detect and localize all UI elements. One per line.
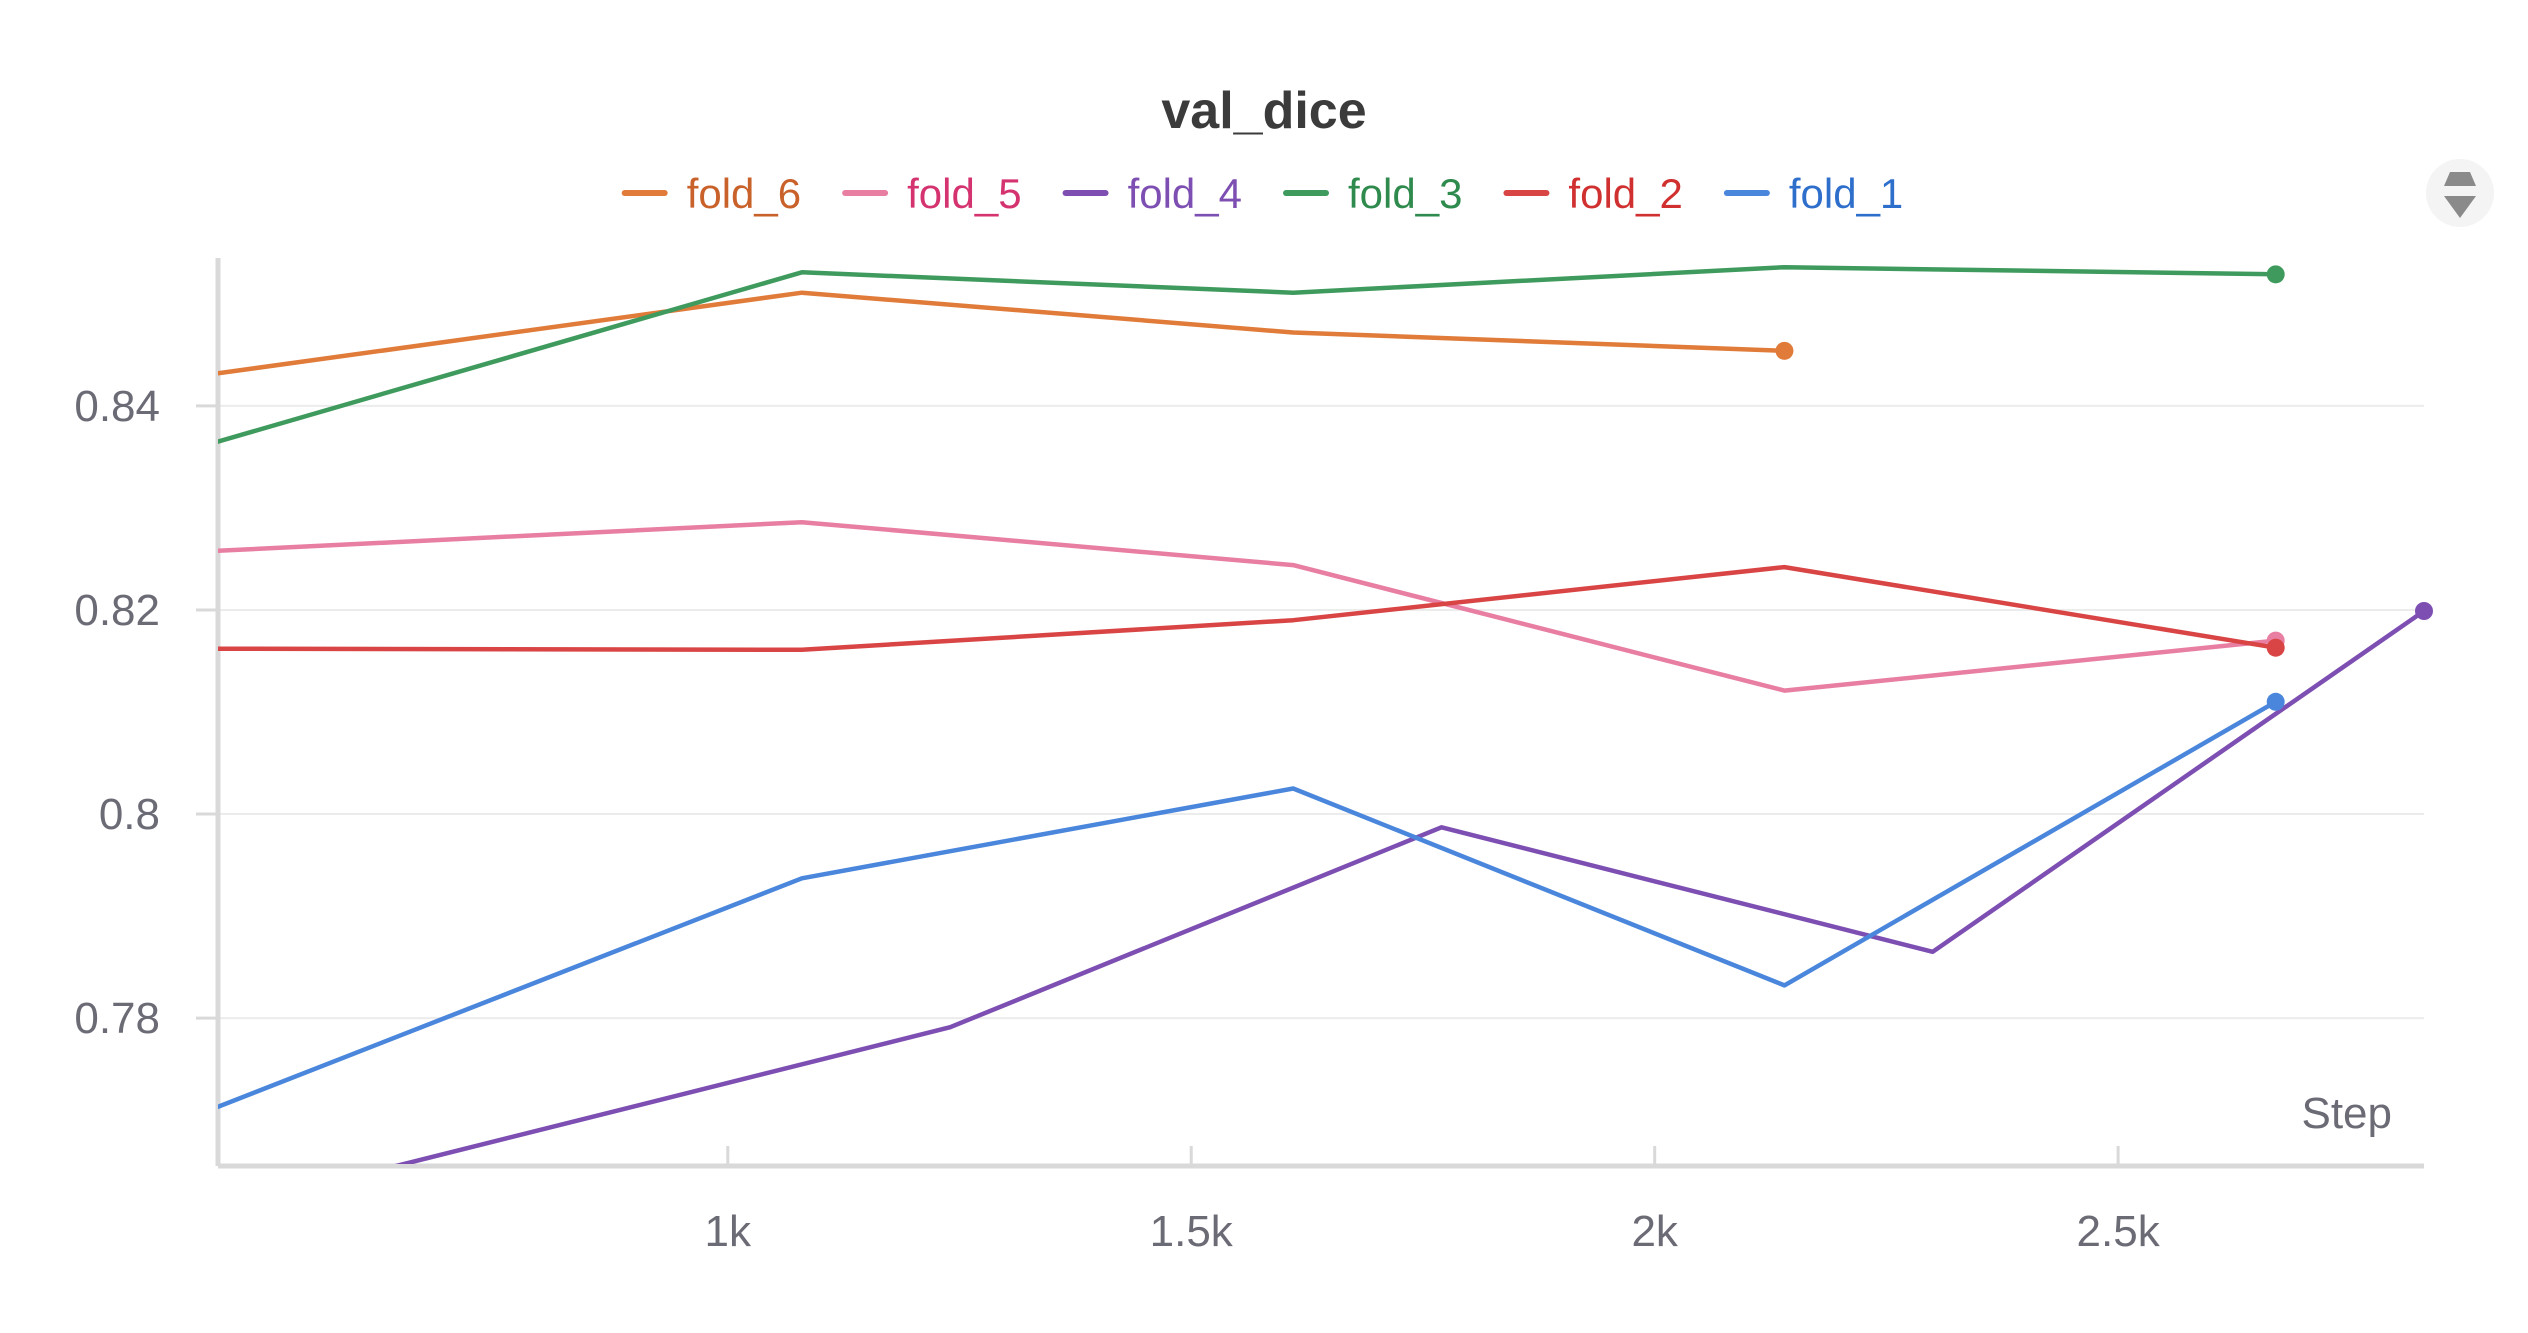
legend-item-fold-4[interactable]: fold_4 [1062, 170, 1242, 217]
legend-item-fold-6[interactable]: fold_6 [621, 170, 801, 217]
x-tick-label: 1.5k [1150, 1207, 1234, 1256]
legend-label: fold_3 [1348, 170, 1462, 217]
series-group [218, 264, 2433, 1171]
legend-label: fold_5 [907, 170, 1021, 217]
series-line-fold-5[interactable] [218, 519, 2278, 693]
series-end-point-fold-2[interactable] [2266, 638, 2285, 657]
legend-item-fold-2[interactable]: fold_2 [1503, 170, 1683, 217]
legend-item-fold-1[interactable]: fold_1 [1723, 170, 1903, 217]
legend-label: fold_2 [1568, 170, 1682, 217]
chart-menu-button-bg[interactable] [2426, 159, 2494, 227]
series-line-fold-1[interactable] [218, 699, 2278, 1110]
gridlines [218, 404, 2424, 1020]
y-tick-label: 0.84 [74, 382, 160, 431]
legend-label: fold_6 [687, 170, 801, 217]
x-tick-label: 1k [705, 1207, 752, 1256]
series-end-point-fold-4[interactable] [2415, 601, 2433, 620]
series-line-fold-3[interactable] [218, 264, 2278, 444]
chevron-down-part [2444, 196, 2476, 218]
series-line-fold-2[interactable] [218, 564, 2278, 653]
chevron-up-part [2444, 172, 2476, 186]
x-axis-title: Step [2301, 1089, 2392, 1138]
chart-title: val_dice [1161, 82, 1366, 140]
legend-label: fold_1 [1789, 170, 1903, 217]
x-tick-label: 2k [1631, 1207, 1678, 1256]
legend-item-fold-5[interactable]: fold_5 [842, 170, 1022, 217]
legend: fold_6 fold_5 fold_4 fold_3 fold_2 fold_1 [621, 170, 1903, 217]
x-tick-label: 2.5k [2077, 1207, 2161, 1256]
series-end-point-fold-3[interactable] [2266, 265, 2285, 284]
y-tick-label: 0.78 [74, 994, 160, 1043]
y-tick-label: 0.8 [99, 790, 160, 839]
chart-menu-button[interactable] [2426, 159, 2494, 227]
y-tick-label: 0.82 [74, 586, 160, 635]
legend-label: fold_4 [1128, 170, 1242, 217]
series-end-point-fold-6[interactable] [1775, 341, 1794, 360]
chevron-stack-icon[interactable] [2444, 172, 2476, 218]
legend-item-fold-3[interactable]: fold_3 [1283, 170, 1462, 217]
series-end-point-fold-1[interactable] [2266, 692, 2285, 711]
series-line-fold-6[interactable] [218, 290, 1787, 376]
axes: 0.78 0.8 0.82 0.84 1k 1.5k 2k 2.5k [74, 258, 2424, 1256]
series-line-fold-4[interactable] [376, 608, 2427, 1171]
